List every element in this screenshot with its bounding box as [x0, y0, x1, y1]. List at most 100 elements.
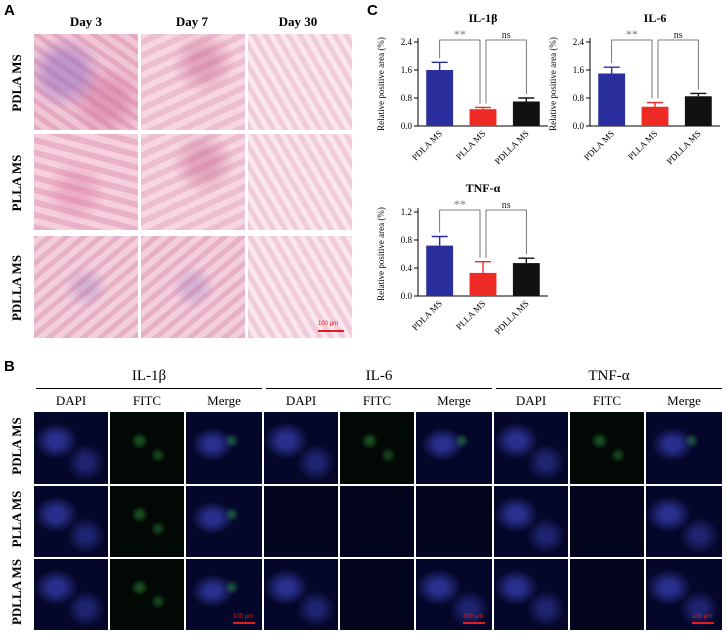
fluor-pdla-tnfa-dapi [494, 412, 568, 484]
row-head-a-plla: PLLA MS [9, 154, 24, 212]
chart3-xtick-label-1: PLLA MS [454, 298, 487, 331]
fluor-pdlla-il1b-fitc [110, 559, 184, 630]
channel-fitc-1: FITC [132, 393, 162, 408]
fluor-plla-il6-dapi [264, 486, 338, 557]
fluor-pdla-tnfa-merge [646, 412, 722, 484]
fluor-pdla-tnfa-fitc [570, 412, 644, 484]
fluor-pdlla-il6-fitc [340, 559, 414, 630]
chart3-ylabel: Relative positive area (%) [376, 207, 386, 301]
chart2-xtick-label-1: PLLA MS [626, 128, 659, 161]
chart3-ytick-label-1: 0.4 [401, 263, 413, 273]
chart2-sig-label-0: ** [626, 27, 638, 41]
chart2-ytick-label-3: 2.4 [573, 37, 585, 47]
group-line-il1b [36, 388, 262, 389]
fluor-pdlla-tnfa-fitc [570, 559, 644, 630]
panel-a-label: A [4, 2, 15, 19]
row-head-a-pdlla: PDLLA MS [9, 254, 24, 322]
channel-merge-3: Merge [667, 393, 701, 408]
chart1-sig-bracket-0 [439, 39, 481, 104]
chart1-sig-label-1: ns [502, 30, 511, 41]
channel-merge-1: Merge [207, 393, 241, 408]
he-image-plla-day7 [141, 134, 245, 230]
he-image-plla-day30 [248, 134, 352, 230]
chart1-title: IL-1β [469, 11, 498, 25]
fluor-pdla-il1b-dapi [34, 412, 108, 484]
group-line-il6 [266, 388, 492, 389]
channel-fitc-3: FITC [592, 393, 622, 408]
fluor-plla-tnfa-dapi [494, 486, 568, 557]
chart1-ytick-label-2: 1.6 [401, 65, 413, 75]
panel-c-label: C [367, 2, 378, 19]
group-title-il1b: IL-1β [131, 368, 167, 384]
scale-bar-b3 [692, 622, 714, 624]
group-line-tnfa [496, 388, 722, 389]
group-title-tnfa: TNF-α [588, 368, 630, 384]
chart2-title: IL-6 [644, 11, 667, 25]
panel-b-label: B [4, 358, 15, 375]
chart1-sig-bracket-1 [485, 39, 527, 104]
col-head-day7: Day 7 [175, 14, 209, 29]
chart2-sig-label-1: ns [674, 30, 683, 41]
chart1-xtick-label-2: PDLLA MS [493, 128, 531, 166]
chart2-sig-bracket-0 [611, 39, 653, 99]
scale-bar-b1 [233, 622, 255, 624]
channel-fitc-2: FITC [362, 393, 392, 408]
fluor-pdla-il6-merge [416, 412, 492, 484]
chart2-sig-bracket-1 [657, 39, 699, 99]
chart2-ytick-label-2: 1.6 [573, 65, 585, 75]
chart2-ylabel: Relative positive area (%) [548, 37, 558, 131]
fluor-plla-il1b-dapi [34, 486, 108, 557]
fluor-pdla-il6-fitc [340, 412, 414, 484]
col-head-day3: Day 3 [69, 14, 103, 29]
chart3-xtick-label-0: PDLA MS [410, 298, 444, 332]
fluor-pdla-il1b-merge [186, 412, 262, 484]
he-image-plla-day3 [34, 134, 138, 230]
chart3-title: TNF-α [466, 181, 501, 195]
chart2-xtick-label-2: PDLLA MS [665, 128, 703, 166]
chart2-ytick-label-0: 0.0 [573, 121, 585, 131]
row-head-a-pdla: PDLA MS [9, 54, 24, 112]
fluor-plla-il1b-fitc [110, 486, 184, 557]
fluor-plla-tnfa-fitc [570, 486, 644, 557]
he-image-pdlla-day3 [34, 236, 138, 338]
chart2-ytick-label-1: 0.8 [573, 93, 585, 103]
scale-bar-a [318, 330, 344, 332]
he-image-pdla-day3 [34, 34, 138, 130]
chart2-bar-0 [598, 73, 626, 126]
chart3-ytick-label-0: 0.0 [401, 291, 413, 301]
chart3-sig-bracket-0 [439, 209, 481, 258]
chart3-sig-label-0: ** [454, 197, 466, 211]
chart3-ytick-label-2: 0.8 [401, 235, 413, 245]
chart1-xtick-label-1: PLLA MS [454, 128, 487, 161]
chart3-sig-label-1: ns [502, 200, 511, 211]
he-image-pdlla-day7 [141, 236, 245, 338]
chart3-bar-1 [469, 272, 497, 296]
chart1-bar-1 [469, 109, 497, 126]
chart1-xtick-label-0: PDLA MS [410, 128, 444, 162]
chart1-ylabel: Relative positive area (%) [376, 37, 386, 131]
channel-merge-2: Merge [437, 393, 471, 408]
fluor-pdlla-il1b-dapi [34, 559, 108, 630]
chart1-ytick-label-1: 0.8 [401, 93, 413, 103]
chart1-ytick-label-0: 0.0 [401, 121, 413, 131]
chart1-ytick-label-3: 2.4 [401, 37, 413, 47]
fluor-pdlla-il1b-merge [186, 559, 262, 630]
he-image-pdlla-day30 [248, 236, 352, 338]
chart2-bar-2 [684, 96, 712, 126]
fluor-plla-tnfa-merge [646, 486, 722, 557]
he-image-pdla-day7 [141, 34, 245, 130]
chart3-ytick-label-3: 1.2 [401, 207, 412, 217]
channel-dapi-1: DAPI [55, 393, 87, 408]
chart2-xtick-label-0: PDLA MS [582, 128, 616, 162]
chart1-sig-label-0: ** [454, 27, 466, 41]
chart3-sig-bracket-1 [485, 209, 527, 258]
fluor-plla-il1b-merge [186, 486, 262, 557]
scale-bar-label-b2: 100 μm [463, 614, 484, 620]
chart1-bar-2 [512, 101, 540, 126]
fluor-pdla-il6-dapi [264, 412, 338, 484]
chart1-bar-0 [426, 70, 454, 126]
fluor-pdlla-tnfa-dapi [494, 559, 568, 630]
chart3-bar-2 [512, 263, 540, 296]
channel-dapi-3: DAPI [515, 393, 547, 408]
scale-bar-b2 [463, 622, 485, 624]
